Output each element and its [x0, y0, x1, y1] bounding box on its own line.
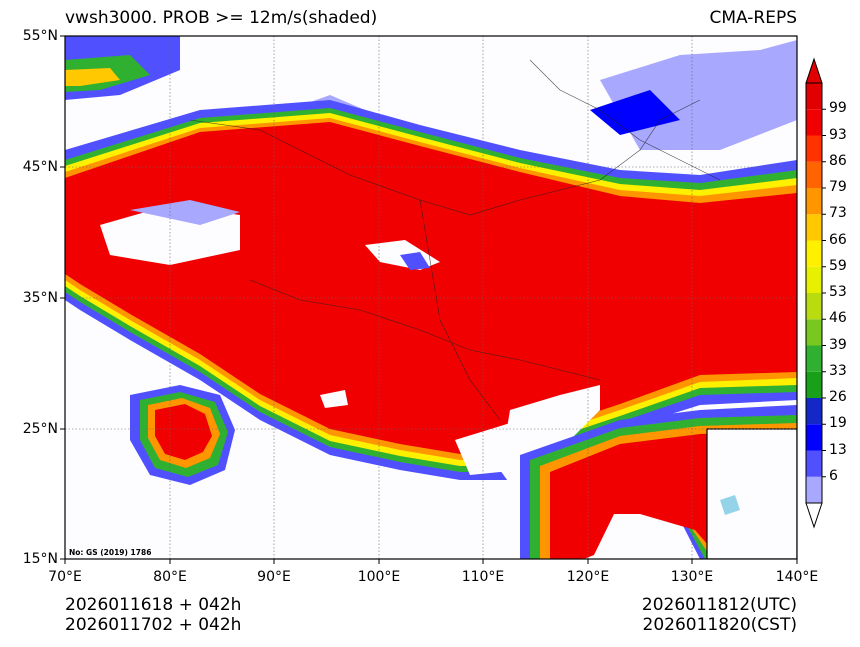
colorbar-swatch [806, 214, 822, 241]
colorbar-label: 13 [829, 441, 847, 458]
colorbar-swatch [806, 424, 822, 451]
lat-label: 25°N [22, 421, 58, 437]
init-time-cst: 2026011702 + 042h [65, 615, 242, 635]
colorbar-swatch [806, 371, 822, 398]
colorbar-swatch [806, 398, 822, 425]
colorbar-label: 99 [829, 100, 847, 117]
lat-label: 35°N [22, 290, 58, 306]
colorbar-label: 19 [829, 415, 847, 432]
lat-label: 15°N [22, 551, 58, 567]
probability-field [65, 36, 797, 559]
lon-label: 90°E [257, 569, 291, 585]
lon-label: 130°E [670, 569, 714, 585]
lon-label: 70°E [48, 569, 82, 585]
colorbar-swatch [806, 83, 822, 110]
colorbar-label: 26 [829, 389, 847, 405]
colorbar-swatch [806, 450, 822, 477]
lon-label: 100°E [357, 569, 401, 585]
lat-label: 45°N [22, 159, 58, 175]
init-time-utc: 2026011618 + 042h [65, 595, 242, 615]
colorbar-label: 46 [829, 310, 847, 327]
chart-title: vwsh3000. PROB >= 12m/s(shaded) [65, 8, 378, 28]
model-name: CMA-REPS [709, 8, 797, 28]
colorbar-extend-min [805, 502, 823, 529]
axis-ticks [60, 35, 798, 564]
colorbar-label: 39 [829, 336, 847, 353]
lon-label: 110°E [461, 569, 505, 585]
colorbar-swatch [806, 476, 822, 503]
colorbar-label: 93 [829, 126, 847, 143]
graticule [65, 36, 797, 559]
colorbar-label: 59 [829, 257, 847, 274]
valid-time-cst: 2026011820(CST) [642, 615, 797, 635]
colorbar-extend-max [805, 57, 823, 84]
boundaries [189, 59, 721, 421]
colorbar-label: 73 [829, 205, 847, 222]
colorbar [805, 57, 826, 529]
colorbar-swatch [806, 345, 822, 372]
colorbar-swatch [806, 240, 822, 267]
lon-label: 120°E [566, 569, 610, 585]
colorbar-swatch [806, 109, 822, 136]
colorbar-swatch [806, 266, 822, 293]
lon-label: 80°E [153, 569, 187, 585]
colorbar-swatch [806, 188, 822, 215]
valid-time-utc: 2026011812(UTC) [641, 595, 797, 615]
colorbar-label: 6 [829, 467, 838, 484]
colorbar-swatch [806, 293, 822, 320]
colorbar-label: 53 [829, 284, 847, 300]
colorbar-swatch [806, 161, 822, 188]
colorbar-label: 66 [829, 231, 847, 248]
colorbar-label: 79 [829, 179, 847, 195]
colorbar-swatch [806, 135, 822, 162]
lon-label: 140°E [775, 569, 819, 585]
map-review-number: No: GS (2019) 1786 [69, 548, 152, 557]
lat-label: 55°N [22, 28, 58, 44]
colorbar-swatch [806, 319, 822, 346]
colorbar-label: 33 [829, 362, 847, 379]
colorbar-label: 86 [829, 152, 847, 169]
